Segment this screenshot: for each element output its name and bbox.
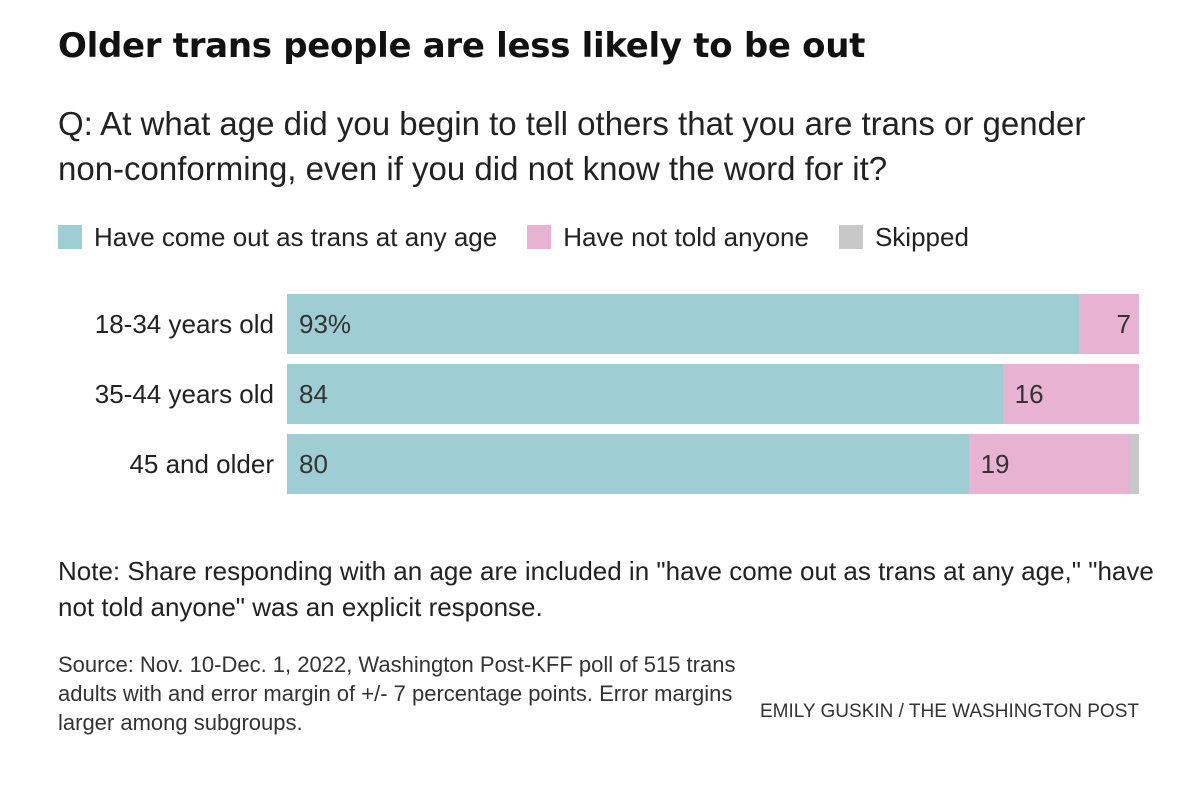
bar-segment-not-told: 16: [1002, 364, 1139, 424]
bar-value-label: 80: [299, 449, 328, 479]
chart-credit: EMILY GUSKIN / THE WASHINGTON POST: [759, 701, 1139, 722]
bar-value-label: 16: [1014, 379, 1044, 409]
bar-row: 84 16: [287, 364, 1139, 424]
legend-swatch-not-told: [527, 225, 552, 249]
bar-value-label: 7: [1116, 309, 1131, 339]
chart-note: Note: Share responding with an age are i…: [58, 556, 1154, 622]
bar-value-label: 93%: [299, 309, 352, 339]
bar-segment-skipped: [1130, 434, 1139, 494]
legend-label-skipped: Skipped: [874, 221, 969, 252]
legend-item-out: Have come out as trans at any age: [58, 222, 497, 253]
bar-segment-out: 93%: [287, 294, 1080, 354]
legend-swatch-skipped: [838, 225, 863, 249]
chart-subtitle: Q: At what age did you begin to tell oth…: [58, 105, 1086, 187]
chart-source: Source: Nov. 10-Dec. 1, 2022, Washington…: [58, 652, 736, 735]
bar-value-label: 84: [299, 379, 328, 409]
legend-item-skipped: Skipped: [838, 221, 969, 253]
bar-row: 93% 7: [287, 294, 1139, 354]
bar-segment-out: 80: [287, 434, 969, 494]
legend: Have come out as trans at any age Have n…: [58, 221, 999, 253]
chart-title: Older trans people are less likely to be…: [58, 26, 866, 66]
bar-value-label: 19: [980, 449, 1010, 479]
legend-label-out: Have come out as trans at any age: [94, 221, 498, 252]
bar-row: 80 19: [287, 434, 1139, 494]
row-label: 18-34 years old: [94, 309, 274, 339]
legend-item-not-told: Have not told anyone: [527, 222, 809, 253]
legend-swatch-out: [58, 225, 82, 249]
row-label: 35-44 years old: [94, 379, 274, 409]
row-label: 45 and older: [129, 449, 274, 479]
bar-segment-not-told: 7: [1079, 294, 1139, 354]
bar-segment-not-told: 19: [968, 434, 1131, 494]
bar-segment-out: 84: [287, 364, 1003, 424]
legend-label-not-told: Have not told anyone: [563, 221, 809, 252]
